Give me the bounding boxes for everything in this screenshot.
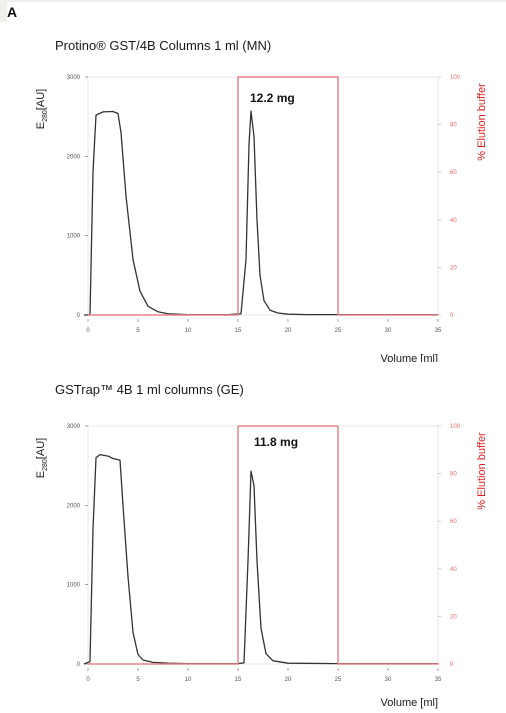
chart-2-x-tick-label: 5	[136, 677, 140, 683]
chart-2-y2-tick-label: 60	[450, 519, 457, 525]
chart-1-x-tick-label: 35	[435, 328, 442, 334]
chart-1-y-axis-label: E280[AU]	[35, 89, 49, 129]
chart-1-x-tick-label: 10	[185, 328, 192, 334]
chart-2-y2-axis-label: % Elution buffer	[476, 432, 488, 510]
chart-2-background	[0, 362, 506, 713]
panel-label: A	[7, 2, 506, 22]
chart-2-x-axis-label: Volume [ml]	[381, 697, 438, 709]
chart-1-x-tick-label: 20	[285, 328, 292, 334]
chart-2-y-axis-label: E280[AU]	[35, 438, 49, 478]
chart-2-x-tick-label: 0	[86, 677, 90, 683]
chart-1-y2-tick-label: 20	[450, 265, 457, 271]
chart-2-y-tick-label: 0	[77, 662, 81, 668]
chart-2-y-tick-label: 2000	[67, 503, 81, 509]
chart-2-absorbance-line	[83, 453, 438, 665]
chart-1-yield-annotation: 12.2 mg	[250, 91, 295, 105]
chart-2-y-tick-label: 3000	[67, 424, 81, 430]
chart-1-y2-tick-label: 0	[450, 313, 454, 319]
chart-1-x-tick-label: 30	[385, 328, 392, 334]
chart-1-x-tick-label: 15	[235, 328, 242, 334]
chart-2-y2-tick-label: 0	[450, 662, 454, 668]
chart-1-y2-tick-label: 100	[450, 75, 461, 81]
chart-2-y2-tick-label: 80	[450, 472, 457, 478]
chart-1-y2-tick-label: 80	[450, 123, 457, 129]
chart-1-background	[0, 30, 506, 362]
chart-1-y2-tick-label: 40	[450, 218, 457, 224]
chart-1-title: Protino® GST/4B Columns 1 ml (MN)	[55, 38, 271, 53]
header-band	[0, 22, 506, 30]
chart-1-x-tick-label: 0	[86, 328, 90, 334]
chart-1-elution-buffer-line	[88, 76, 438, 316]
chart-1-y2-axis-label: % Elution buffer	[476, 83, 488, 161]
chart-2-x-tick-label: 30	[385, 677, 392, 683]
chart-2-y-tick-label: 1000	[67, 583, 81, 589]
chart-2-elution-buffer-line	[88, 425, 438, 665]
chart-1-y2-tick-label: 60	[450, 170, 457, 176]
chart-2-x-tick-label: 25	[335, 677, 342, 683]
chart-1-y-tick-label: 1000	[67, 234, 81, 240]
chart-2-y2-tick-label: 40	[450, 567, 457, 573]
chart-2-title: GSTrap™ 4B 1 ml columns (GE)	[55, 382, 244, 397]
chart-1-x-tick-label: 25	[335, 328, 342, 334]
chart-1-y-tick-label: 2000	[67, 154, 81, 160]
chart-2-x-tick-label: 10	[185, 677, 192, 683]
chart-2-x-tick-label: 35	[435, 677, 442, 683]
chart-1-x-tick-label: 5	[136, 328, 140, 334]
chart-2-y2-tick-label: 20	[450, 614, 457, 620]
chart-1-y-tick-label: 0	[77, 313, 81, 319]
chart-2-x-tick-label: 15	[235, 677, 242, 683]
chart-1-y-tick-label: 3000	[67, 75, 81, 81]
chart-2-y2-tick-label: 100	[450, 424, 461, 430]
chart-2-yield-annotation: 11.8 mg	[254, 435, 298, 449]
chart-2-x-tick-label: 20	[285, 677, 292, 683]
